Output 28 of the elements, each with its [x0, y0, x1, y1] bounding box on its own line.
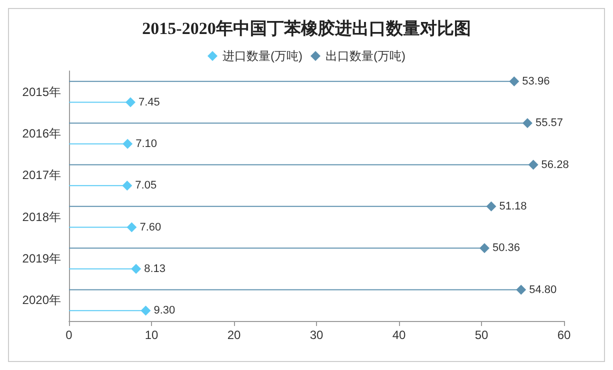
- data-label: 54.80: [529, 284, 557, 296]
- data-label: 9.30: [154, 304, 176, 317]
- chart-title: 2015-2020年中国丁苯橡胶进出口数量对比图: [142, 19, 471, 38]
- y-tick-label: 2015年: [22, 84, 61, 99]
- x-tick-label: 40: [392, 328, 406, 342]
- data-label: 7.05: [135, 180, 157, 192]
- data-label: 7.60: [140, 221, 162, 234]
- x-tick-label: 20: [227, 328, 241, 342]
- data-label: 50.36: [492, 242, 520, 254]
- data-label: 56.28: [541, 158, 569, 171]
- x-tick-label: 60: [557, 328, 571, 342]
- y-tick-label: 2016年: [22, 126, 61, 140]
- data-label: 7.45: [138, 96, 160, 108]
- y-tick-label: 2018年: [22, 210, 61, 224]
- legend-label: 出口数量(万吨): [326, 49, 406, 63]
- data-label: 55.57: [535, 117, 563, 130]
- x-tick-label: 10: [144, 328, 158, 342]
- y-tick-label: 2017年: [22, 168, 61, 182]
- data-label: 53.96: [522, 75, 550, 88]
- x-tick-label: 30: [310, 328, 324, 342]
- x-tick-label: 0: [66, 328, 73, 342]
- data-label: 8.13: [144, 262, 166, 275]
- data-label: 7.10: [136, 138, 157, 150]
- y-tick-label: 2020年: [22, 293, 61, 308]
- y-tick-label: 2019年: [22, 252, 61, 266]
- data-label: 51.18: [499, 200, 527, 212]
- x-tick-label: 50: [474, 328, 488, 342]
- legend-label: 进口数量(万吨): [222, 49, 303, 63]
